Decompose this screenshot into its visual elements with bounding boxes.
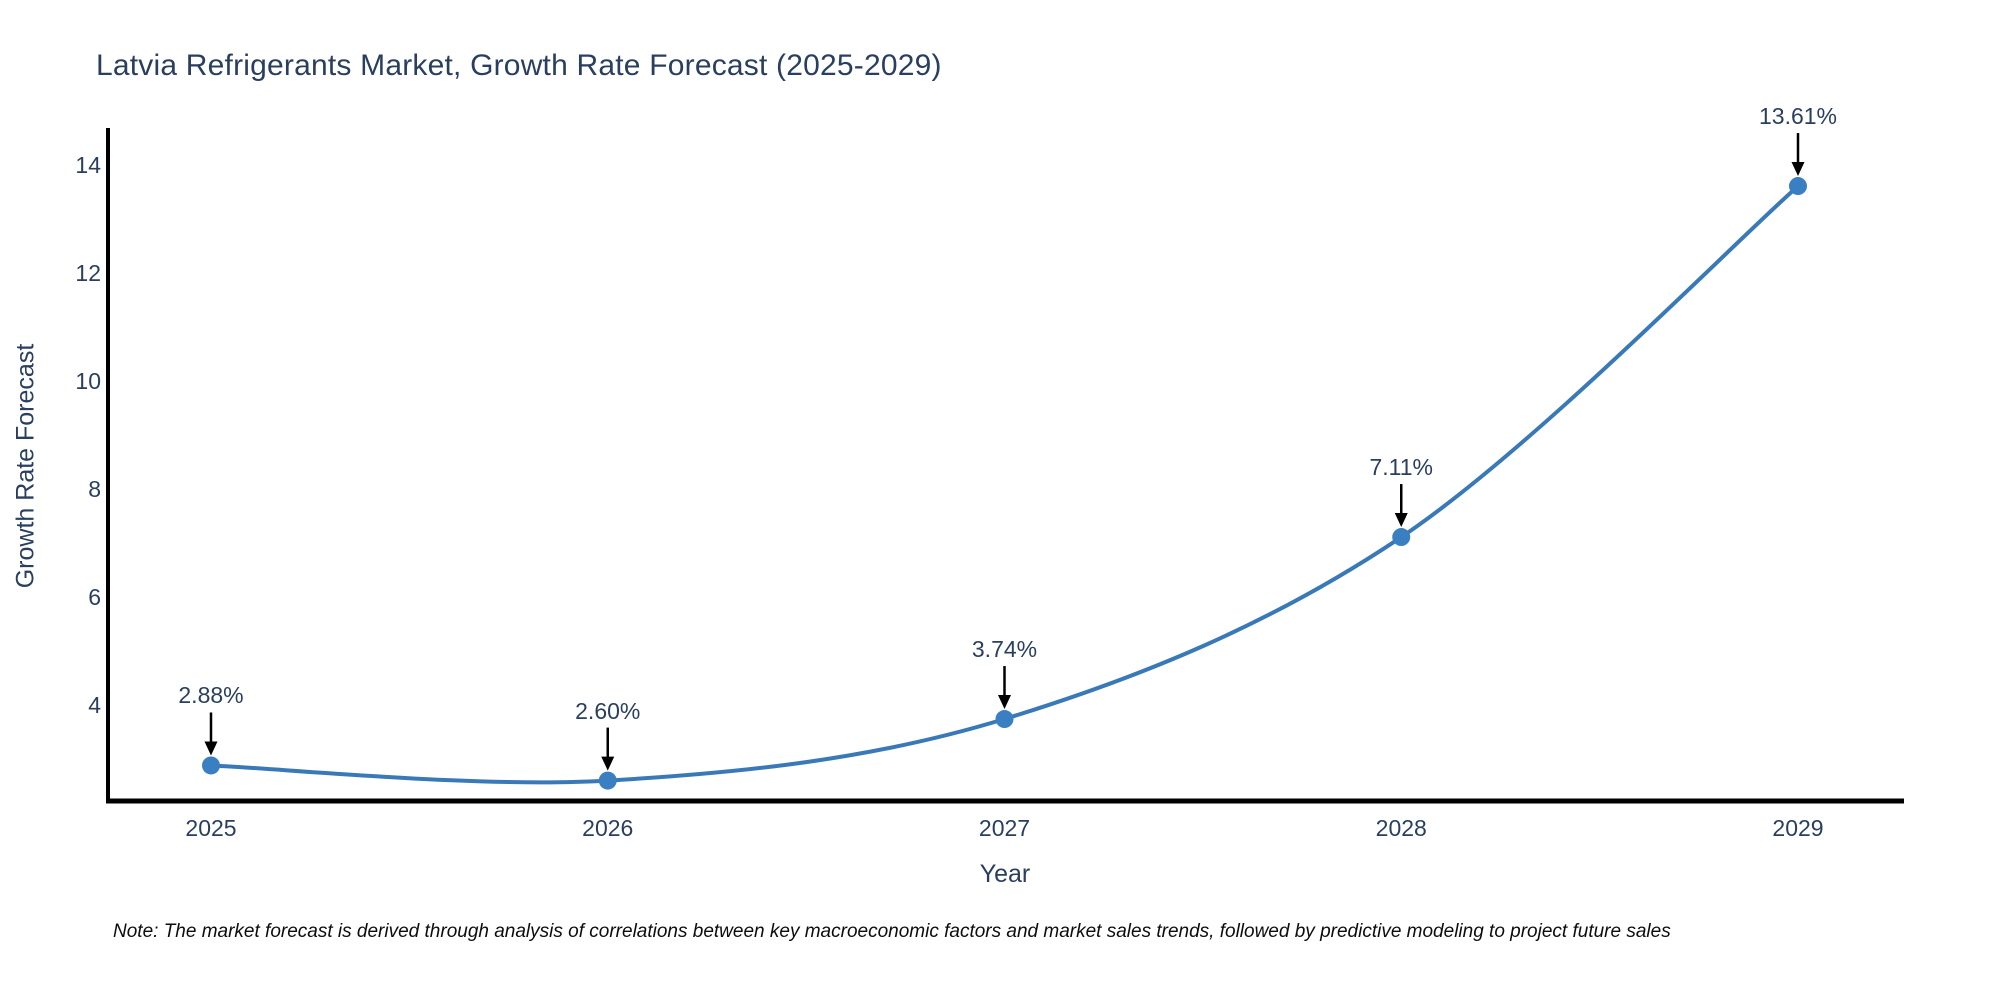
- data-point-marker[interactable]: [1789, 177, 1807, 196]
- annotation-arrow-head: [601, 756, 615, 771]
- data-point-label: 13.61%: [1758, 103, 1837, 130]
- y-tick-label: 4: [88, 692, 101, 718]
- annotation-arrow-head: [998, 695, 1011, 710]
- data-point-marker[interactable]: [995, 710, 1014, 729]
- data-point-marker[interactable]: [202, 756, 220, 775]
- data-point-marker[interactable]: [1392, 528, 1411, 547]
- footnote: Note: The market forecast is derived thr…: [113, 921, 1671, 942]
- data-point-label: 3.74%: [971, 636, 1038, 663]
- chart-title: Latvia Refrigerants Market, Growth Rate …: [96, 49, 942, 82]
- x-tick-label: 2027: [978, 815, 1031, 841]
- x-tick-label: 2029: [1772, 815, 1824, 841]
- y-tick-label: 6: [88, 584, 101, 610]
- y-tick-label: 8: [88, 476, 101, 502]
- data-point-label: 2.60%: [575, 697, 641, 724]
- annotation-arrow-head: [1394, 513, 1408, 528]
- forecast-line-series: [202, 177, 1807, 790]
- annotation-arrow-head: [204, 741, 218, 756]
- x-tick-label: 2028: [1375, 815, 1427, 841]
- data-point-label: 2.88%: [178, 682, 244, 709]
- x-axis-title: Year: [979, 860, 1031, 888]
- y-tick-label: 14: [75, 152, 101, 178]
- data-point-label: 7.11%: [1369, 454, 1433, 481]
- y-tick-label: 10: [75, 368, 101, 394]
- y-tick-label: 12: [75, 260, 101, 286]
- data-point-marker[interactable]: [598, 771, 617, 790]
- axes: [106, 128, 1904, 804]
- x-tick-label: 2025: [185, 815, 237, 841]
- annotation-arrows: [204, 133, 1805, 771]
- annotation-arrow-head: [1791, 162, 1805, 177]
- forecast-line: [209, 184, 1800, 785]
- x-tick-label: 2026: [582, 815, 634, 841]
